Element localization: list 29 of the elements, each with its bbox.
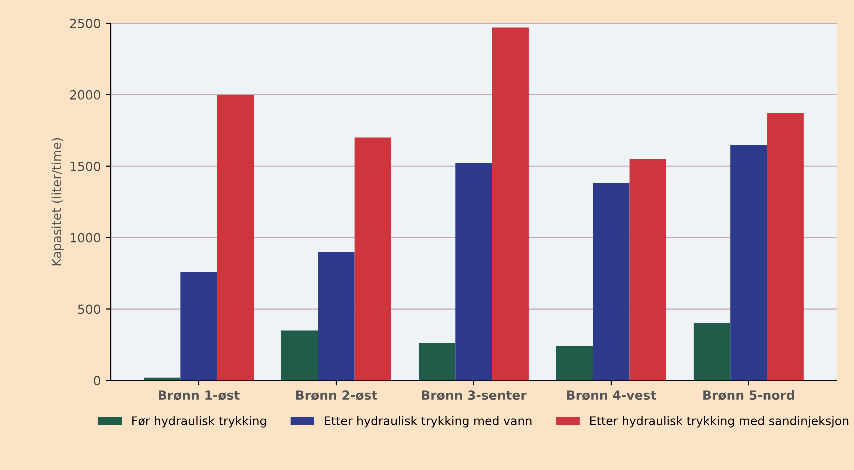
y-tick-label: 1000 xyxy=(70,233,100,243)
legend-label: Etter hydraulisk trykking med vann xyxy=(325,416,532,428)
y-axis-title: Kapasitet (liter/time) xyxy=(52,138,64,266)
bar xyxy=(492,28,529,381)
x-tick-label: Brønn 1-øst xyxy=(159,390,240,400)
legend-label: Før hydraulisk trykking xyxy=(132,416,266,428)
y-tick-label: 0 xyxy=(94,376,100,386)
bar xyxy=(730,144,768,381)
y-tick-label: 2500 xyxy=(70,18,100,28)
x-tick-label: Brønn 4-vest xyxy=(567,390,656,400)
legend-label: Etter hydraulisk trykking med sandinjeksjon xyxy=(590,416,849,428)
bar xyxy=(767,114,804,381)
y-tick-label: 2000 xyxy=(70,90,100,100)
bar xyxy=(694,324,731,381)
x-tick-label: Brønn 3-senter xyxy=(422,390,527,400)
y-tick-label: 500 xyxy=(78,304,100,314)
bar xyxy=(354,138,392,381)
bar xyxy=(593,184,630,381)
bar xyxy=(318,252,355,381)
bar xyxy=(556,346,594,381)
bar xyxy=(180,272,218,381)
bar xyxy=(217,94,254,381)
y-tick-label: 1500 xyxy=(70,162,100,172)
x-tick-label: Brønn 2-øst xyxy=(296,390,378,400)
bar xyxy=(281,330,318,381)
bar xyxy=(630,159,666,381)
x-tick-label: Brønn 5-nord xyxy=(704,390,794,400)
bar xyxy=(456,164,492,381)
bar xyxy=(418,344,456,381)
